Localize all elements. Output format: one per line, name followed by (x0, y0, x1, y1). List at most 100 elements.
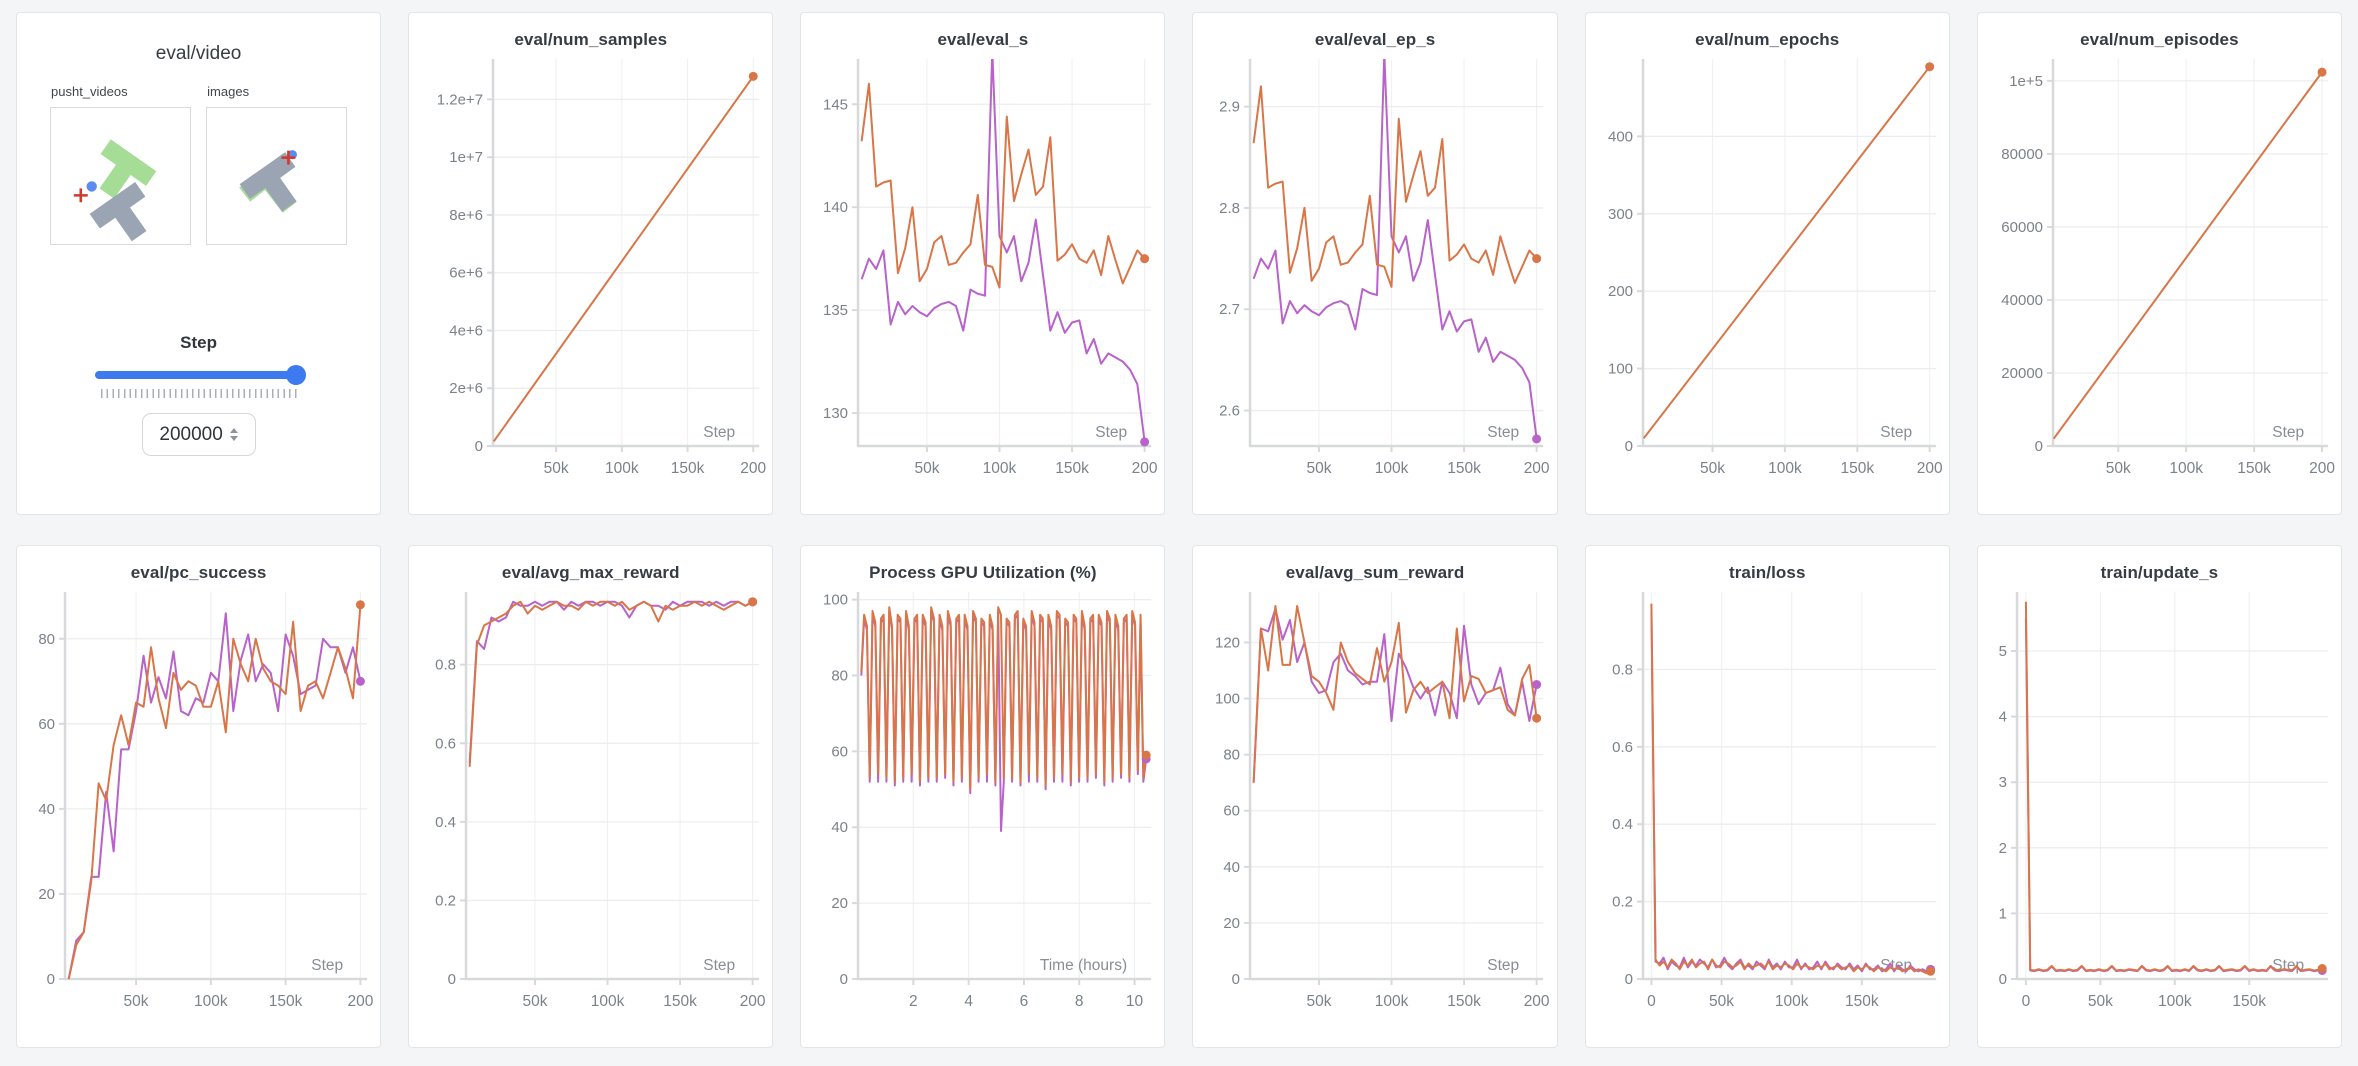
svg-text:2.7: 2.7 (1220, 301, 1241, 318)
svg-text:100k: 100k (591, 993, 625, 1010)
line-chart[interactable]: 0 2e+6 4e+6 6e+6 8e+6 1e+7 1.2e+7 50k 100k 150k 20… (409, 52, 772, 490)
svg-text:10: 10 (1126, 993, 1144, 1010)
svg-text:Step: Step (2272, 424, 2304, 441)
svg-text:1: 1 (1998, 905, 2006, 922)
svg-text:200: 200 (1608, 283, 1633, 300)
panel-eval-eval-ep-s[interactable]: eval/eval_ep_s 2.6 2.7 2.8 2.9 50k 100k 150k 20… (1192, 12, 1558, 515)
svg-text:400: 400 (1608, 128, 1633, 145)
svg-text:4e+6: 4e+6 (449, 322, 483, 339)
panel-eval-avg-max-reward[interactable]: eval/avg_max_reward 0 0.2 0.4 0.6 0.8 50k 100k… (408, 545, 774, 1048)
svg-text:200: 200 (1524, 993, 1550, 1010)
svg-text:150k: 150k (1845, 993, 1879, 1010)
svg-text:150k: 150k (269, 993, 303, 1010)
svg-text:0: 0 (2035, 438, 2043, 455)
panel-train-loss[interactable]: train/loss 0 0.2 0.4 0.6 0.8 0 50k 100k 150k Step (1584, 545, 1950, 1048)
svg-text:40: 40 (38, 801, 55, 818)
line-chart[interactable]: 0 100 200 300 400 50k 100k 150k 200 Step (1586, 52, 1949, 490)
chart-title: eval/avg_sum_reward (1285, 563, 1465, 582)
svg-text:145: 145 (823, 96, 848, 113)
svg-text:150k: 150k (2232, 993, 2266, 1010)
number-stepper-icon[interactable] (229, 428, 238, 441)
svg-text:2: 2 (909, 993, 918, 1010)
svg-text:150k: 150k (671, 460, 705, 477)
panel-eval-pc-success[interactable]: eval/pc_success 0 20 40 60 80 50k 100k 150k 200 S… (16, 545, 382, 1048)
svg-text:100k: 100k (2158, 993, 2192, 1010)
svg-text:60: 60 (38, 716, 55, 733)
svg-text:Step: Step (703, 957, 735, 974)
svg-text:100k: 100k (983, 460, 1017, 477)
step-value-input[interactable]: 200000 (141, 413, 256, 456)
svg-text:135: 135 (823, 302, 848, 319)
svg-text:100k: 100k (605, 460, 639, 477)
svg-text:80: 80 (1224, 747, 1241, 764)
panel-eval-num-epochs[interactable]: eval/num_epochs 0 100 200 300 400 50k 100k 150k… (1584, 12, 1950, 515)
svg-text:Time (hours): Time (hours) (1040, 957, 1127, 974)
svg-text:150k: 150k (1448, 993, 1482, 1010)
svg-text:0: 0 (448, 971, 456, 988)
svg-text:0.2: 0.2 (435, 892, 456, 909)
svg-text:0: 0 (1647, 993, 1656, 1010)
line-chart[interactable]: 0 0.2 0.4 0.6 0.8 50k 100k 150k 200 Step (409, 585, 772, 1023)
panel-eval-eval-s[interactable]: eval/eval_s 130 135 140 145 50k 100k 150k 200 St… (800, 12, 1166, 515)
gray-t-block (89, 182, 147, 242)
panel-eval-num-samples[interactable]: eval/num_samples 0 2e+6 4e+6 6e+6 8e+6 1e+7 1.… (408, 12, 774, 515)
panel-eval-avg-sum-reward[interactable]: eval/avg_sum_reward 0 20 40 60 80 100 120 50k 10… (1192, 545, 1558, 1048)
line-chart[interactable]: 0 20 40 60 80 100 120 50k 100k 150k 200 Step (1193, 585, 1556, 1023)
chart-title: eval/eval_s (937, 30, 1029, 49)
svg-text:0.2: 0.2 (1612, 894, 1633, 911)
svg-text:100: 100 (1608, 361, 1633, 378)
pusht-env-render (73, 139, 157, 242)
svg-text:Step: Step (703, 424, 735, 441)
svg-text:150k: 150k (1840, 460, 1874, 477)
svg-text:60: 60 (1224, 803, 1241, 820)
svg-text:200: 200 (740, 460, 766, 477)
svg-text:130: 130 (823, 405, 848, 422)
svg-text:150k: 150k (1448, 460, 1482, 477)
svg-text:0: 0 (1232, 971, 1240, 988)
svg-text:200: 200 (1916, 460, 1942, 477)
svg-text:4: 4 (965, 993, 974, 1010)
svg-text:80: 80 (38, 631, 55, 648)
chart-title: eval/num_samples (514, 30, 668, 49)
panel-process-gpu-utilization[interactable]: Process GPU Utilization (%) 0 20 40 60 80 100… (800, 545, 1166, 1048)
line-chart[interactable]: 130 135 140 145 50k 100k 150k 200 Step (801, 52, 1164, 490)
svg-text:0.6: 0.6 (435, 735, 456, 752)
svg-text:6e+6: 6e+6 (449, 265, 483, 282)
svg-text:0: 0 (1624, 971, 1632, 988)
slider-thumb[interactable] (285, 365, 306, 385)
svg-text:50k: 50k (1709, 993, 1734, 1010)
step-slider-label: Step (180, 333, 217, 352)
slider-track[interactable] (94, 371, 303, 379)
svg-text:1.2e+7: 1.2e+7 (437, 91, 483, 108)
chart-title: eval/num_episodes (2080, 30, 2239, 49)
svg-text:0.4: 0.4 (435, 814, 456, 831)
line-chart[interactable]: 0 20 40 60 80 50k 100k 150k 200 Step (17, 585, 380, 1023)
media-label: images (207, 84, 250, 99)
chart-title: eval/avg_max_reward (501, 563, 680, 582)
svg-text:2.8: 2.8 (1220, 200, 1241, 217)
line-chart[interactable]: 2.6 2.7 2.8 2.9 50k 100k 150k 200 Step (1193, 52, 1556, 490)
svg-text:60: 60 (832, 743, 849, 760)
svg-text:3: 3 (1998, 774, 2006, 791)
line-chart[interactable]: 0 20000 40000 60000 80000 1e+5 50k 100k 150k 200 S… (1978, 52, 2341, 490)
green-t-target (99, 139, 157, 199)
target-cross-icon (281, 150, 296, 165)
svg-text:100: 100 (1215, 691, 1240, 708)
step-value[interactable]: 200000 (159, 423, 223, 445)
step-slider[interactable] (94, 365, 306, 385)
svg-text:100k: 100k (1375, 993, 1409, 1010)
svg-text:0.6: 0.6 (1612, 739, 1633, 756)
panel-eval-num-episodes[interactable]: eval/num_episodes 0 20000 40000 60000 80000 1… (1976, 12, 2342, 515)
svg-text:0: 0 (475, 438, 483, 455)
svg-text:100k: 100k (194, 993, 228, 1010)
svg-text:1e+7: 1e+7 (449, 149, 483, 166)
media-pusht-videos: pusht_videos (50, 84, 191, 245)
chart-title: train/loss (1728, 563, 1806, 582)
svg-text:80000: 80000 (2001, 146, 2043, 163)
panel-train-update-s[interactable]: train/update_s 0 1 2 3 4 5 0 50k 100k 150k Step (1976, 545, 2342, 1048)
line-chart[interactable]: 0 20 40 60 80 100 2 4 6 8 10 Time (hours) (801, 585, 1164, 1023)
svg-text:40000: 40000 (2001, 292, 2043, 309)
video-panel-title: eval/video (155, 43, 242, 64)
